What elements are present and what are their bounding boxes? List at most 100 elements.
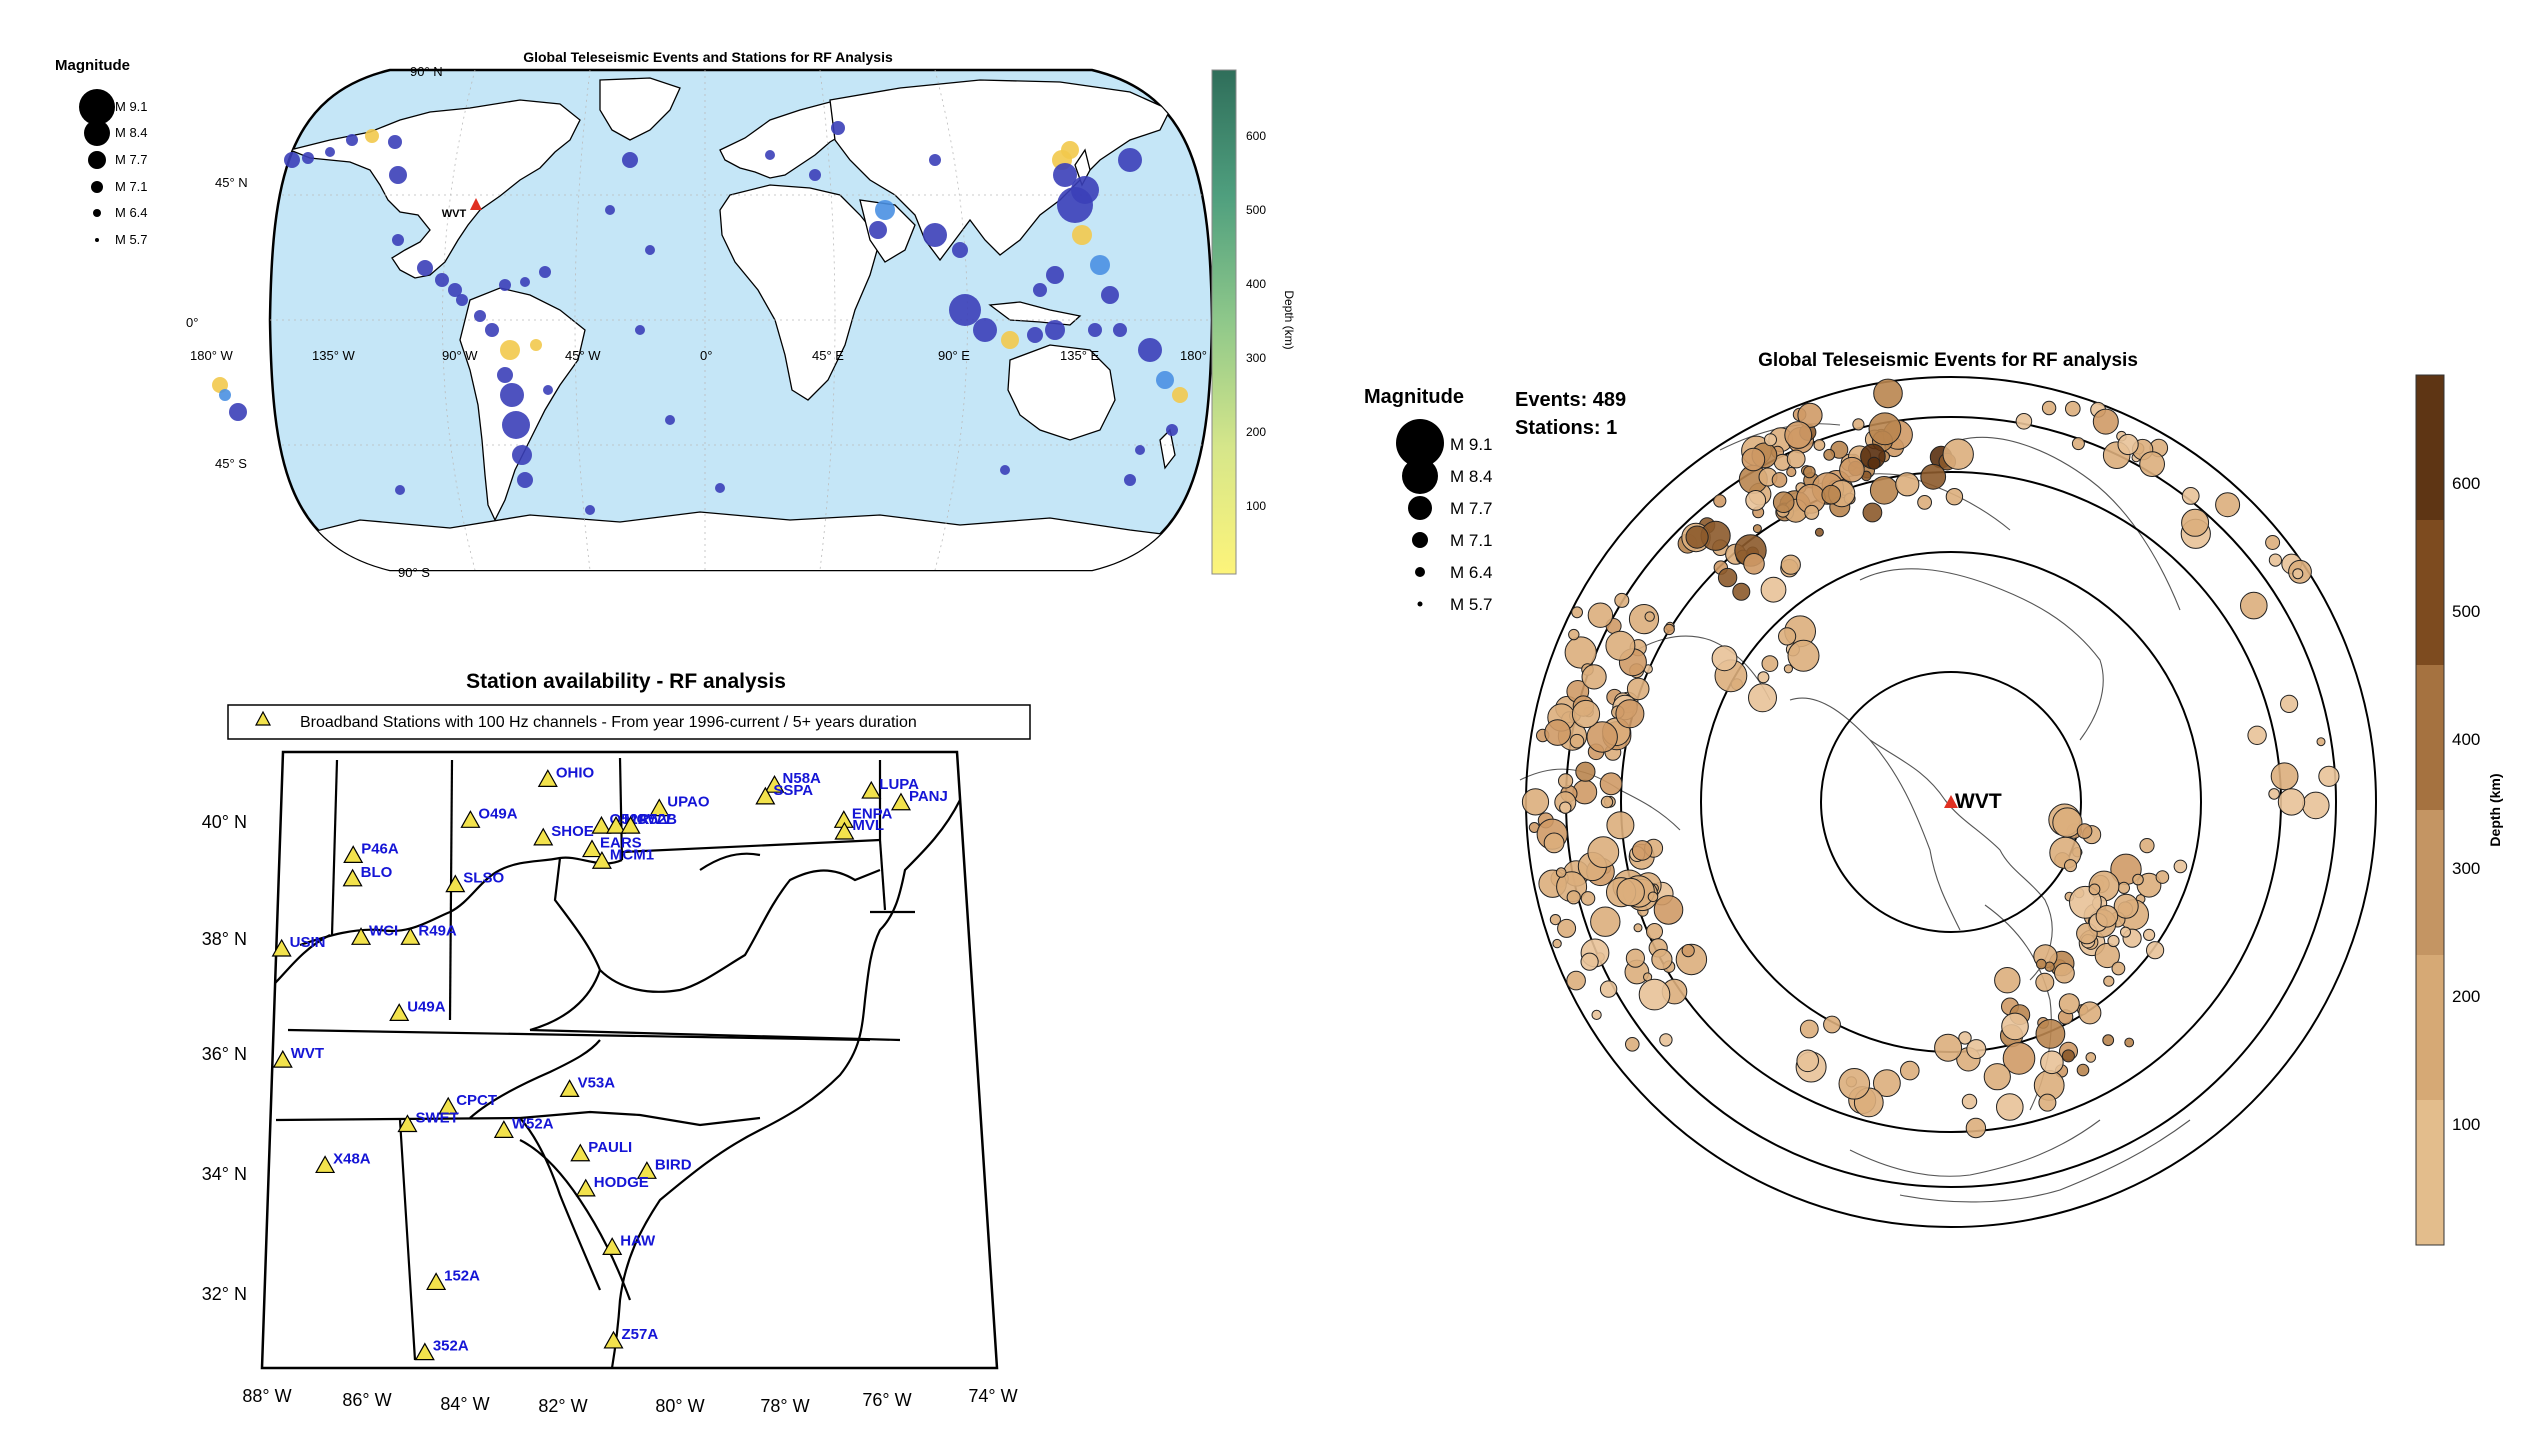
event-marker bbox=[2092, 408, 2119, 435]
colorbar-tick: 100 bbox=[1246, 499, 1266, 513]
event-marker bbox=[1646, 923, 1663, 940]
map1-station-marker bbox=[470, 198, 482, 210]
event-marker bbox=[1625, 948, 1646, 968]
event-marker bbox=[2001, 1012, 2029, 1041]
event-marker bbox=[2268, 788, 2280, 800]
station-marker bbox=[603, 1330, 624, 1349]
event-marker bbox=[2316, 737, 2326, 747]
event-marker bbox=[499, 279, 511, 291]
map3-colorbar-ticks: 600 500 400 300 200 100 bbox=[2452, 474, 2480, 1134]
event-marker bbox=[2078, 1001, 2102, 1025]
map3-events bbox=[1521, 378, 2340, 1139]
event-marker bbox=[1615, 699, 1645, 729]
event-marker bbox=[365, 129, 379, 143]
legend-label: M 8.4 bbox=[115, 125, 148, 140]
event-marker bbox=[622, 152, 638, 168]
event-marker bbox=[2015, 413, 2033, 430]
event-marker bbox=[2035, 1019, 2066, 1049]
legend-label: M 7.1 bbox=[115, 179, 148, 194]
event-marker bbox=[1591, 1009, 1602, 1021]
event-marker bbox=[1033, 283, 1047, 297]
station-label: X48A bbox=[333, 1150, 371, 1167]
event-marker bbox=[1631, 840, 1653, 861]
event-marker bbox=[1813, 439, 1826, 451]
event-marker bbox=[1821, 484, 1841, 505]
event-marker bbox=[2040, 1050, 2064, 1075]
event-marker bbox=[543, 385, 553, 395]
map2-legend-text: Broadband Stations with 100 Hz channels … bbox=[300, 714, 917, 731]
event-marker bbox=[1586, 721, 1618, 753]
event-marker bbox=[1653, 895, 1684, 925]
map1-lon-label: 45° W bbox=[565, 348, 601, 363]
map2-stations: OHION58ASSPALUPAPANJUPAOO49ASHOEO52AMCWV… bbox=[271, 764, 948, 1361]
map2-lon-labels: 88° W 86° W 84° W 82° W 80° W 78° W 76° … bbox=[242, 1386, 1017, 1416]
station-marker bbox=[861, 780, 882, 799]
legend-circle bbox=[1417, 601, 1423, 607]
event-marker bbox=[2088, 883, 2101, 896]
station-marker bbox=[591, 815, 612, 834]
event-marker bbox=[2076, 1063, 2090, 1077]
map2-lon-label: 80° W bbox=[655, 1396, 704, 1416]
event-marker bbox=[219, 389, 231, 401]
station-label: O49A bbox=[478, 805, 517, 822]
event-marker bbox=[1961, 1093, 1978, 1110]
station-label: MCWV bbox=[624, 811, 672, 828]
event-marker bbox=[284, 152, 300, 168]
map3-title: Global Teleseismic Events for RF analysi… bbox=[1758, 350, 2138, 371]
event-marker bbox=[1852, 418, 1865, 431]
event-marker bbox=[2302, 791, 2330, 820]
event-marker bbox=[2240, 591, 2268, 620]
event-marker bbox=[869, 221, 887, 239]
map1-lat-label: 90° N bbox=[410, 64, 443, 79]
event-marker bbox=[2071, 437, 2085, 451]
station-marker bbox=[570, 1143, 591, 1162]
station-label: P46A bbox=[361, 840, 399, 857]
legend-label: M 6.4 bbox=[1450, 563, 1493, 582]
station-availability-map: Station availability - RF analysis Broad… bbox=[202, 670, 1031, 1416]
event-marker bbox=[530, 339, 542, 351]
map3-colorbar bbox=[2415, 374, 2445, 1246]
event-marker bbox=[1138, 338, 1162, 362]
event-marker bbox=[1566, 970, 1586, 991]
station-marker bbox=[460, 810, 481, 828]
legend-circle bbox=[95, 238, 99, 242]
event-marker bbox=[1605, 630, 1636, 661]
event-marker bbox=[2058, 993, 2080, 1015]
event-marker bbox=[2181, 508, 2210, 537]
event-marker bbox=[1869, 476, 1899, 505]
station-marker bbox=[575, 1178, 596, 1197]
event-marker bbox=[325, 147, 335, 157]
event-marker bbox=[2146, 941, 2165, 960]
event-marker bbox=[1616, 877, 1645, 907]
event-marker bbox=[1571, 699, 1601, 729]
station-label: BLO bbox=[361, 864, 393, 881]
event-marker bbox=[1873, 1069, 1901, 1097]
event-marker bbox=[2268, 553, 2282, 567]
map2-lat-labels: 40° N 38° N 36° N 34° N 32° N bbox=[202, 812, 247, 1304]
station-marker bbox=[581, 839, 603, 858]
event-marker bbox=[2111, 961, 2126, 976]
event-marker bbox=[2120, 926, 2131, 938]
map2-lat-label: 32° N bbox=[202, 1284, 247, 1304]
station-marker bbox=[834, 821, 855, 840]
event-marker bbox=[1638, 978, 1671, 1011]
station-label: SWET bbox=[415, 1110, 458, 1127]
colorbar-tick: 200 bbox=[1246, 425, 1266, 439]
event-marker bbox=[1797, 402, 1823, 428]
legend-circle bbox=[1412, 532, 1428, 548]
station-marker bbox=[537, 769, 558, 787]
station-label: HODGE bbox=[594, 1174, 649, 1191]
map3-magnitude-legend: M 9.1 M 8.4 M 7.7 M 7.1 M 6.4 M 5.7 bbox=[1396, 419, 1493, 614]
station-marker bbox=[272, 1049, 293, 1068]
event-marker bbox=[1761, 655, 1779, 672]
event-marker bbox=[1748, 683, 1777, 713]
event-marker bbox=[1983, 1063, 2011, 1091]
event-marker bbox=[1757, 671, 1770, 684]
event-marker bbox=[1000, 465, 1010, 475]
event-marker bbox=[2155, 870, 2170, 884]
station-marker bbox=[649, 798, 670, 817]
event-marker bbox=[500, 340, 520, 360]
event-marker bbox=[1001, 331, 1019, 349]
colorbar-tick: 600 bbox=[2452, 474, 2480, 493]
event-marker bbox=[2173, 859, 2188, 874]
